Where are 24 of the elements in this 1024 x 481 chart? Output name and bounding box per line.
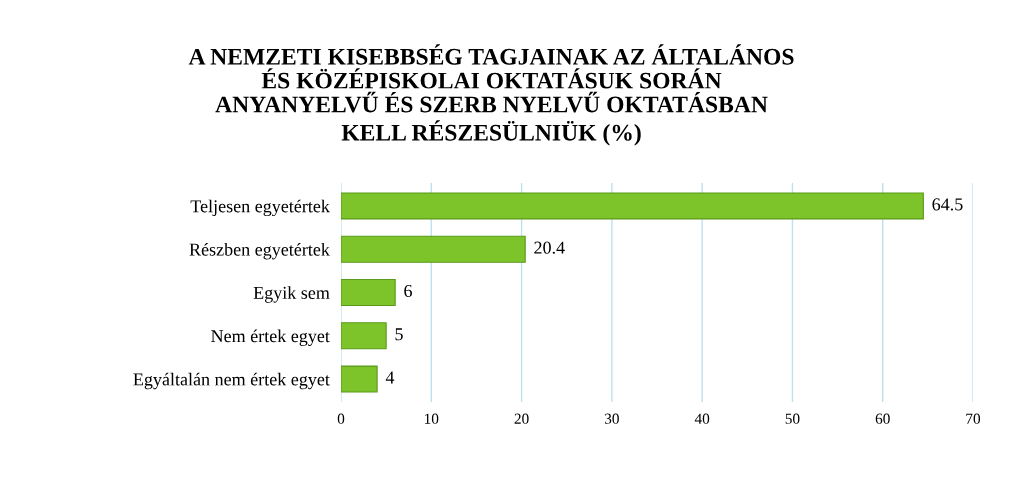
x-tick-label: 0 — [337, 413, 345, 424]
chart-title: A NEMZETI KISEBBSÉG TAGJAINAK AZ ÁLTALÁNOS ÉS KÖZÉPISKOLAI OKTATÁSUK SORÁN ANYANYELVŰ ÉS SZERB NYELVŰ OKTATÁSBAN KELL RÉSZESÜLNIÜK (%) — [188, 44, 794, 146]
x-tick-label: 30 — [604, 413, 619, 424]
bar — [341, 235, 526, 263]
x-tick-label: 40 — [694, 413, 710, 424]
y-tick-label: Részben egyetértek — [189, 242, 330, 260]
y-tick-label: Teljesen egyetértek — [190, 199, 330, 217]
data-label: 4 — [385, 371, 395, 384]
data-label: 20.4 — [534, 241, 565, 254]
x-tick-label: 10 — [424, 413, 439, 424]
y-tick-label: Egyáltalán nem értek egyet — [133, 372, 330, 390]
x-tick-label: 70 — [966, 413, 981, 424]
bar — [341, 278, 396, 307]
data-label: 6 — [404, 284, 412, 298]
y-tick-label: Egyik sem — [253, 286, 330, 303]
bar — [341, 365, 378, 393]
bar — [341, 192, 924, 220]
x-tick-label: 60 — [875, 413, 890, 424]
data-label: 64.5 — [932, 198, 963, 211]
y-tick-label: Nem értek egyet — [211, 329, 330, 346]
x-tick-label: 50 — [785, 413, 800, 424]
bar — [341, 322, 387, 350]
data-label: 5 — [395, 328, 403, 341]
x-tick-label: 20 — [514, 413, 529, 424]
